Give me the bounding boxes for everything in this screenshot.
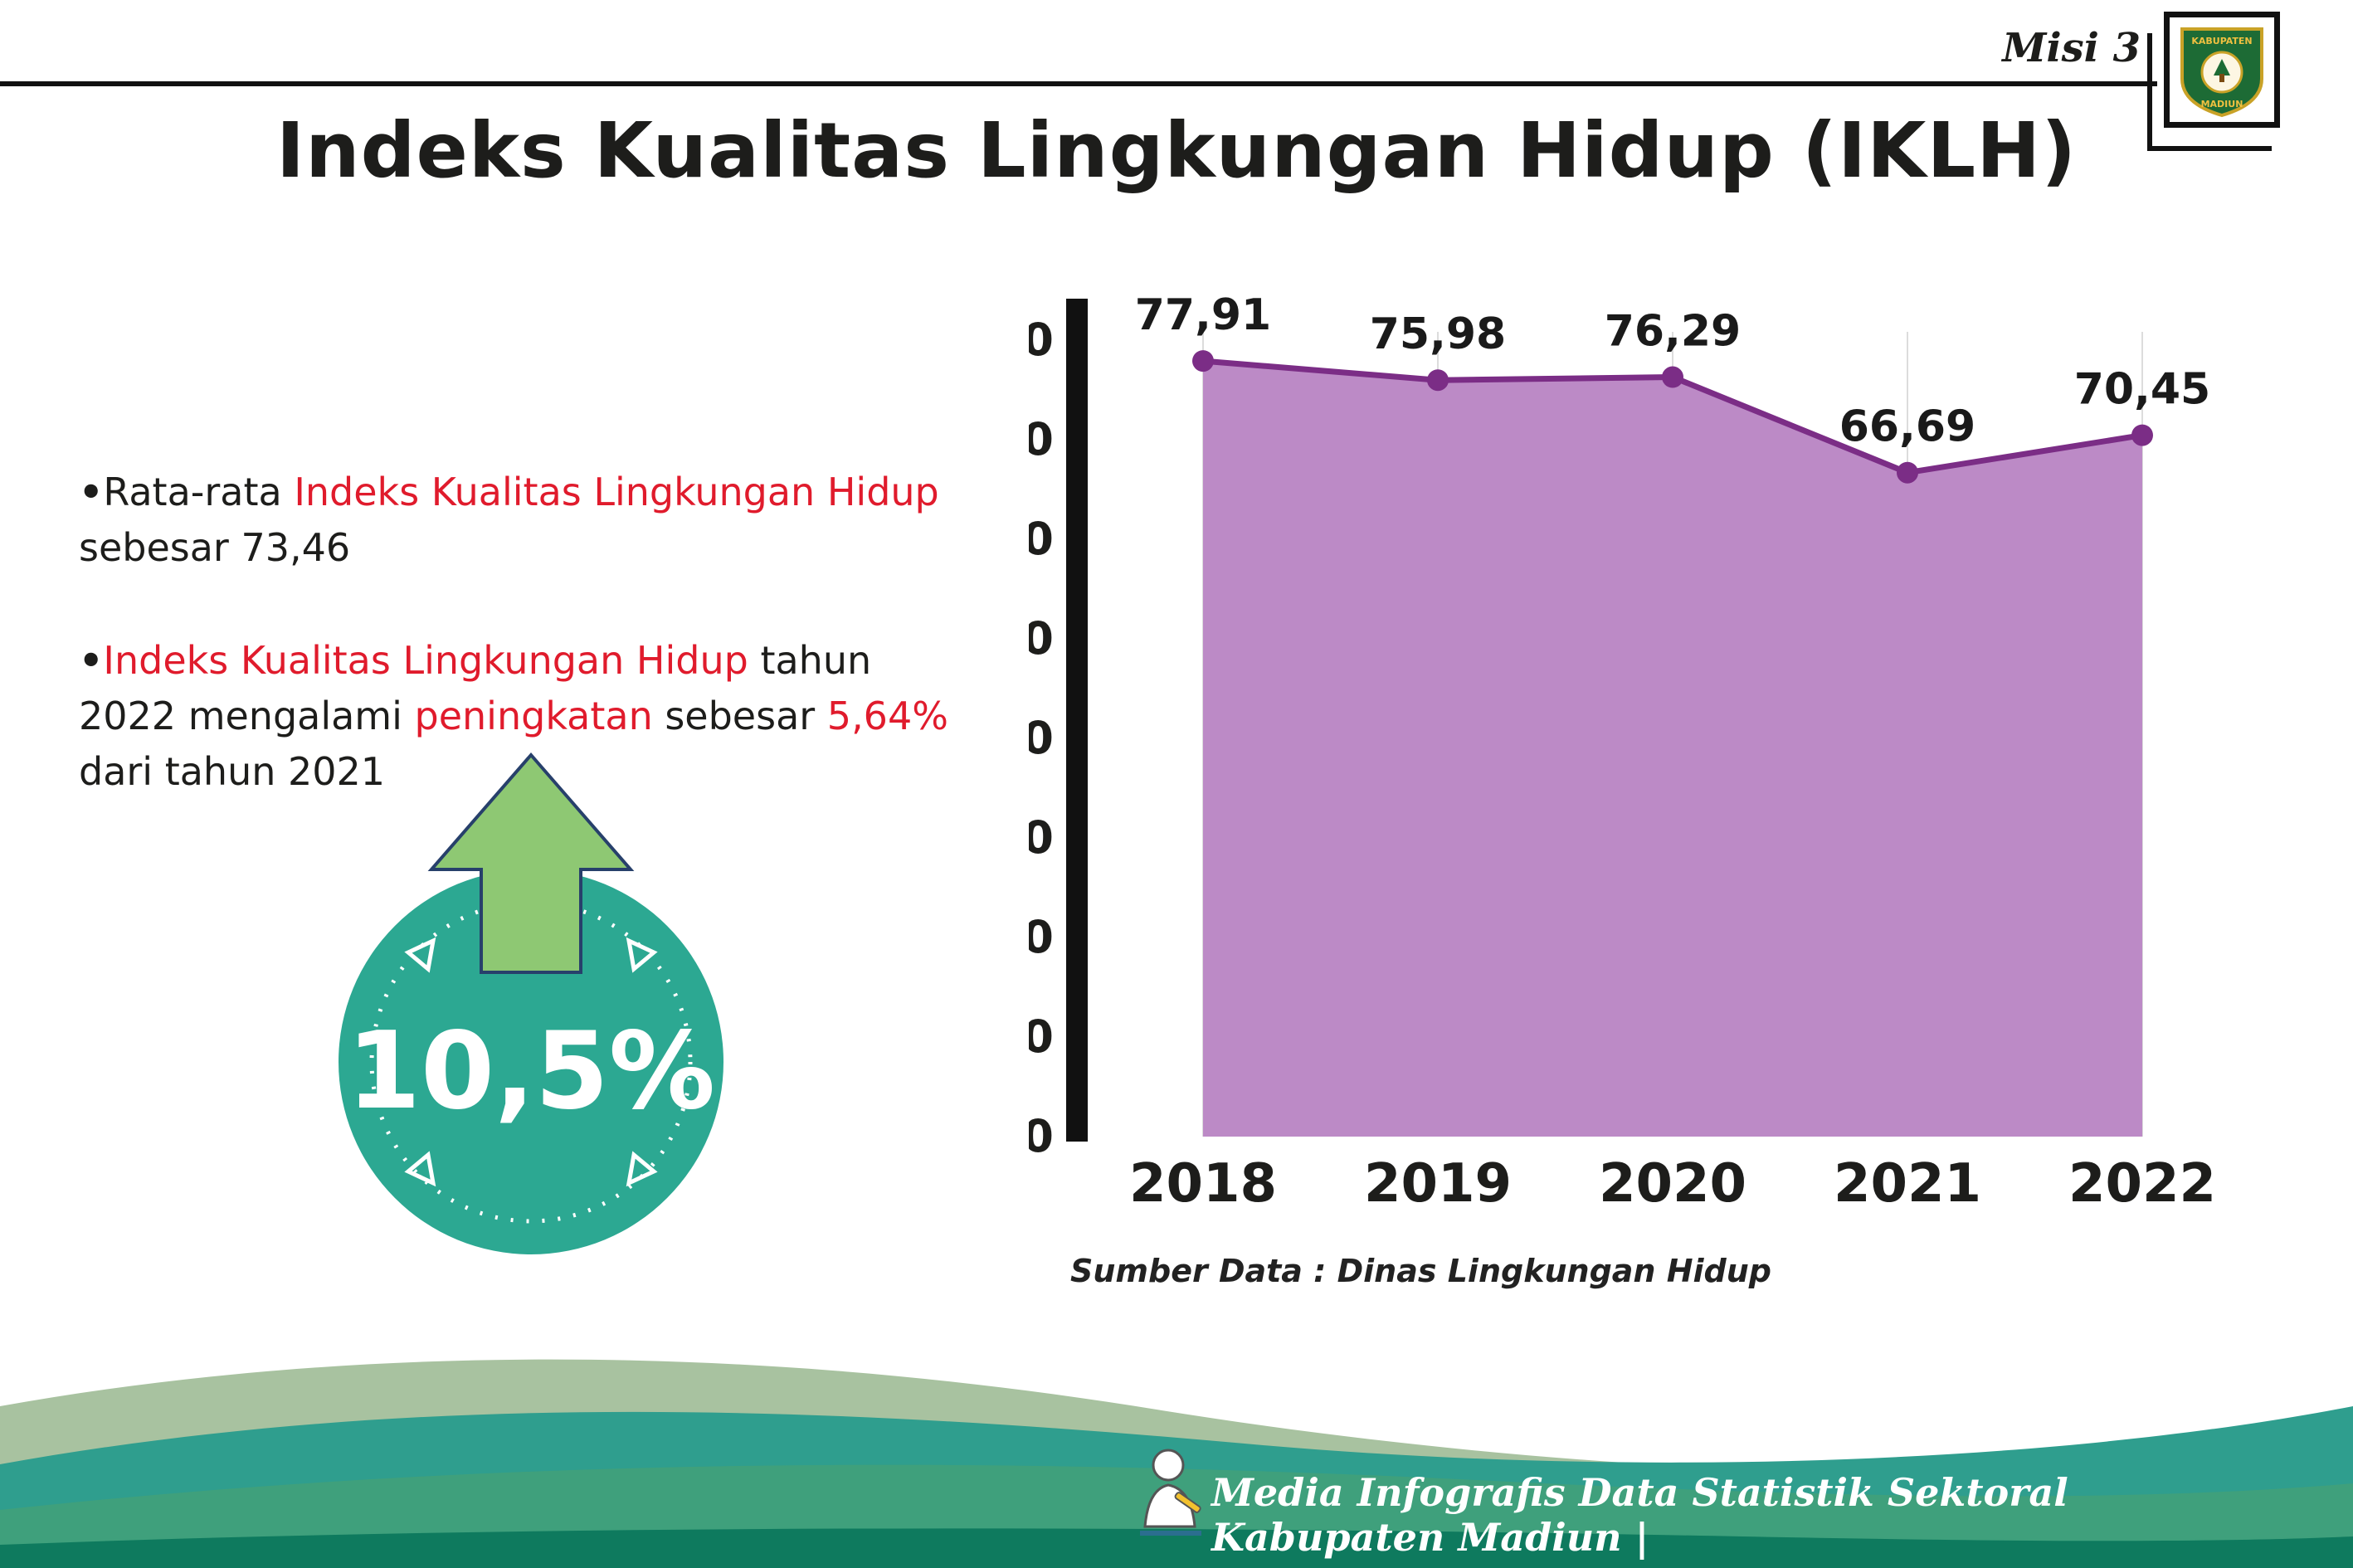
- chart-area-series: [1192, 350, 2153, 1137]
- iklh-area-chart: 0 10 20 30 40 50 60 70 80 2018 2019 2020 2021 2022 7…: [991, 282, 2257, 1294]
- data-point-labels: 77,91 75,98 76,29 66,69 70,45: [1135, 290, 2210, 452]
- svg-text:0: 0: [1029, 1110, 1054, 1162]
- svg-text:30: 30: [1029, 811, 1054, 864]
- svg-text:70,45: 70,45: [2074, 365, 2210, 415]
- svg-text:76,29: 76,29: [1605, 307, 1741, 357]
- svg-text:10: 10: [1029, 1010, 1054, 1063]
- bullet-2-highlight-3: 5,64%: [826, 694, 948, 739]
- bullet-2-text-2: sebesar: [652, 694, 827, 739]
- badge-triangle-sw-icon: [404, 1151, 436, 1187]
- bullet-dot: •: [79, 470, 104, 514]
- header-divider: [0, 81, 2157, 86]
- svg-text:MADIUN: MADIUN: [2201, 99, 2243, 110]
- svg-text:75,98: 75,98: [1370, 309, 1506, 359]
- svg-text:70: 70: [1029, 413, 1054, 465]
- y-axis-tick-labels: 0 10 20 30 40 50 60 70 80: [991, 314, 1054, 1162]
- bullet-1-value: sebesar 73,46: [79, 524, 351, 570]
- svg-text:40: 40: [1029, 712, 1054, 764]
- bullet-average-iklh: •Rata-rata Indeks Kualitas Lingkungan Hi…: [79, 465, 958, 575]
- misi-label: Misi 3: [2002, 25, 2141, 71]
- kabupaten-madiun-emblem-icon: KABUPATEN MADIUN: [2180, 27, 2263, 118]
- svg-text:50: 50: [1029, 612, 1054, 665]
- svg-text:66,69: 66,69: [1839, 402, 1975, 452]
- bullet-2-text-3: dari tahun 2021: [79, 748, 386, 794]
- svg-text:2018: 2018: [1129, 1153, 1277, 1215]
- svg-text:KABUPATEN: KABUPATEN: [2191, 36, 2252, 46]
- bullet-dot: •: [79, 638, 104, 684]
- bullet-1-text: Rata-rata: [103, 470, 295, 514]
- svg-text:2019: 2019: [1364, 1153, 1512, 1215]
- badge-triangle-se-icon: [626, 1151, 658, 1187]
- bullet-2-text-1: tahun 2022 mengalami: [79, 638, 872, 739]
- badge-triangle-ne-icon: [626, 937, 658, 973]
- bullet-1-highlight: Indeks Kualitas Lingkungan Hidup: [294, 470, 939, 514]
- bullet-2-highlight-1: Indeks Kualitas Lingkungan Hidup: [103, 638, 748, 684]
- logo-frame-bracket: [2147, 33, 2272, 151]
- svg-text:20: 20: [1029, 911, 1054, 963]
- mascot-icon: [1140, 1449, 1201, 1536]
- badge-triangle-nw-icon: [404, 937, 436, 973]
- page-title: Indeks Kualitas Lingkungan Hidup (IKLH): [275, 106, 2078, 195]
- bullet-2-highlight-2: peningkatan: [414, 694, 653, 739]
- svg-text:77,91: 77,91: [1135, 290, 1271, 340]
- up-arrow-icon: [427, 752, 635, 974]
- summary-bullets: •Rata-rata Indeks Kualitas Lingkungan Hi…: [79, 465, 958, 857]
- bullet-increase-2022: •Indeks Kualitas Lingkungan Hidup tahun …: [79, 633, 958, 799]
- svg-text:2021: 2021: [1834, 1153, 1981, 1215]
- badge-value: 10,5%: [347, 1010, 715, 1133]
- increase-badge: 10,5%: [307, 730, 755, 1278]
- y-axis-bar: [1066, 299, 1088, 1142]
- svg-text:60: 60: [1029, 513, 1054, 565]
- x-axis-category-labels: 2018 2019 2020 2021 2022: [1129, 1153, 2216, 1215]
- footer-credit: Media Infografis Data Statistik Sektoral…: [1211, 1470, 2068, 1560]
- svg-text:2020: 2020: [1599, 1153, 1746, 1215]
- kabupaten-madiun-logo: KABUPATEN MADIUN: [2164, 12, 2280, 128]
- svg-text:2022: 2022: [2068, 1153, 2216, 1215]
- badge-circle: [339, 869, 723, 1254]
- badge-dotted-ring: [369, 900, 693, 1224]
- data-source-note: Sumber Data : Dinas Lingkungan Hidup: [1070, 1253, 1771, 1289]
- svg-text:80: 80: [1029, 314, 1054, 366]
